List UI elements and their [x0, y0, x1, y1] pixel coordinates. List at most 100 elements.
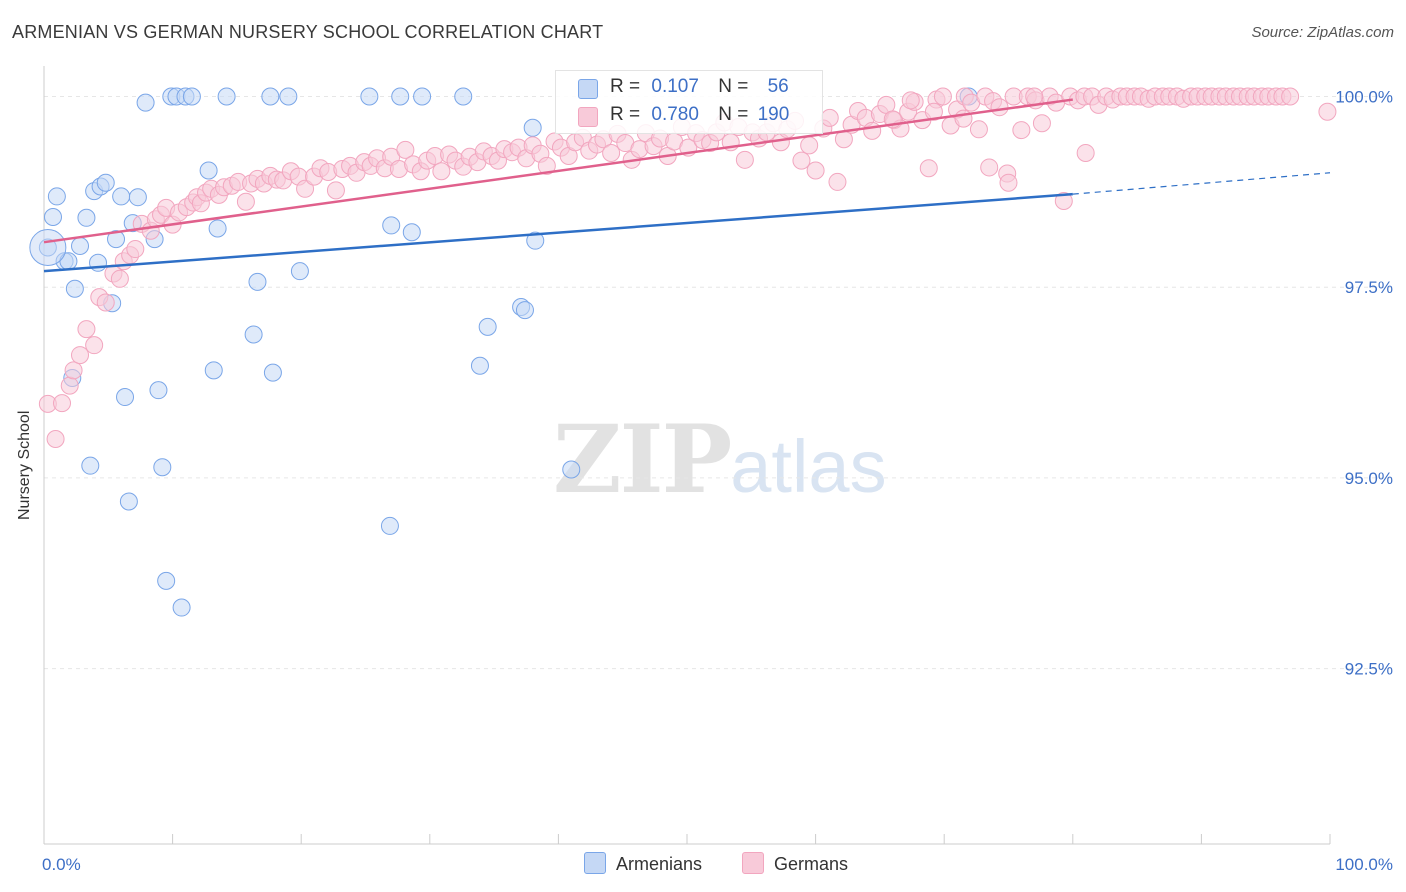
germans-point-112 [800, 136, 819, 155]
germans-point-142 [1012, 121, 1031, 140]
armenians-point-52 [523, 118, 542, 137]
armenians-point-32 [204, 361, 223, 380]
armenians-trend-extension [1072, 172, 1331, 195]
armenians-n-value: 56 [767, 76, 789, 97]
armenians-trend-line [43, 192, 1073, 273]
armenians-point-24 [153, 458, 172, 477]
armenians-point-30 [182, 87, 201, 106]
germans-n-value: 190 [757, 104, 790, 125]
germans-point-131 [933, 87, 952, 106]
armenians-point-18 [119, 492, 138, 511]
germans-point-181 [1318, 102, 1337, 121]
armenians-point-44 [391, 87, 410, 106]
germans-point-32 [236, 192, 255, 211]
y-tick-label-1: 97.5% [1345, 278, 1393, 297]
germans-point-14 [126, 240, 145, 259]
armenians-n-label: N = [718, 76, 749, 97]
armenians-point-54 [562, 460, 581, 479]
armenians-stats: R = 0.107 N = 56 [610, 76, 789, 98]
germans-point-3 [60, 376, 79, 395]
germans-point-60 [432, 162, 451, 181]
x-tick-label-1: 100.0% [1335, 855, 1393, 874]
germans-point-45 [326, 181, 345, 200]
legend-germans-label: Germans [774, 854, 849, 874]
armenians-point-6 [65, 279, 84, 298]
watermark: ZIPatlas [553, 405, 887, 515]
x-tick-label-0: 0.0% [42, 855, 81, 874]
germans-point-116 [828, 172, 847, 191]
germans-n-label: N = [718, 104, 749, 125]
armenians-point-36 [244, 325, 263, 344]
germans-point-145 [1032, 114, 1051, 133]
legend-germans[interactable]: Germans [742, 852, 848, 875]
armenians-point-17 [116, 388, 135, 407]
armenians-point-23 [149, 381, 168, 400]
germans-point-1 [46, 429, 65, 448]
germans-point-148 [1054, 192, 1073, 211]
germans-point-115 [820, 108, 839, 127]
armenians-point-16 [112, 187, 131, 206]
germans-point-7 [85, 336, 104, 355]
armenians-point-34 [217, 87, 236, 106]
germans-point-5 [71, 346, 90, 365]
germans-point-41 [296, 179, 315, 198]
germans-swatch [578, 107, 598, 127]
armenians-point-39 [279, 87, 298, 106]
germans-point-182 [1076, 143, 1095, 162]
armenians-point-45 [402, 223, 421, 242]
armenians-point-large [29, 229, 67, 267]
germans-point-186 [924, 102, 943, 121]
armenians-point-41 [360, 87, 379, 106]
germans-point-129 [919, 159, 938, 178]
armenians-point-13 [96, 173, 115, 192]
germans-point-136 [969, 120, 988, 139]
germans-point-11 [110, 269, 129, 288]
germans-point-189 [1025, 87, 1044, 106]
armenians-point-9 [81, 456, 100, 475]
germans-point-121 [863, 121, 882, 140]
germans-point-187 [901, 91, 920, 110]
germans-point-103 [735, 150, 754, 169]
germans-point-111 [792, 151, 811, 170]
armenians-point-21 [136, 93, 155, 112]
y-tick-label-0: 100.0% [1335, 88, 1393, 107]
armenians-point-43 [382, 216, 401, 235]
armenians-point-25 [157, 571, 176, 590]
armenians-point-31 [199, 161, 218, 180]
stats-legend: R = 0.107 N = 56 R = 0.780 N = 190 [555, 70, 823, 134]
armenians-point-33 [208, 219, 227, 238]
armenians-point-2 [47, 187, 66, 206]
y-tick-label-2: 95.0% [1345, 469, 1393, 488]
armenians-point-51 [515, 301, 534, 320]
germans-r-value: 0.780 [651, 104, 699, 125]
armenians-point-49 [478, 317, 497, 336]
germans-point-183 [999, 173, 1018, 192]
armenians-point-42 [380, 516, 399, 535]
germans-point-6 [77, 320, 96, 339]
armenians-point-46 [413, 87, 432, 106]
germans-point-84 [602, 143, 621, 162]
germans-point-180 [1281, 87, 1300, 106]
armenians-r-label: R = [610, 76, 641, 97]
armenians-swatch [578, 79, 598, 99]
armenians-point-40 [290, 262, 309, 281]
legend-armenians[interactable]: Armenians [584, 852, 702, 875]
germans-stats: R = 0.780 N = 190 [610, 104, 789, 126]
legend-armenians-swatch [584, 852, 606, 874]
germans-point-113 [806, 161, 825, 180]
legend-germans-swatch [742, 852, 764, 874]
armenians-point-15 [107, 230, 126, 249]
armenians-point-53 [526, 231, 545, 250]
germans-r-label: R = [610, 104, 641, 125]
germans-trend-line [43, 98, 1073, 244]
armenians-point-35 [248, 272, 267, 291]
germans-point-75 [537, 156, 556, 175]
watermark-atlas: atlas [730, 425, 887, 508]
armenians-point-20 [128, 188, 147, 207]
source-label: Source: ZipAtlas.com [1251, 24, 1394, 41]
legend-armenians-label: Armenians [616, 854, 703, 874]
armenians-point-8 [77, 208, 96, 227]
germans-point-9 [96, 293, 115, 312]
armenians-point-1 [44, 208, 63, 227]
